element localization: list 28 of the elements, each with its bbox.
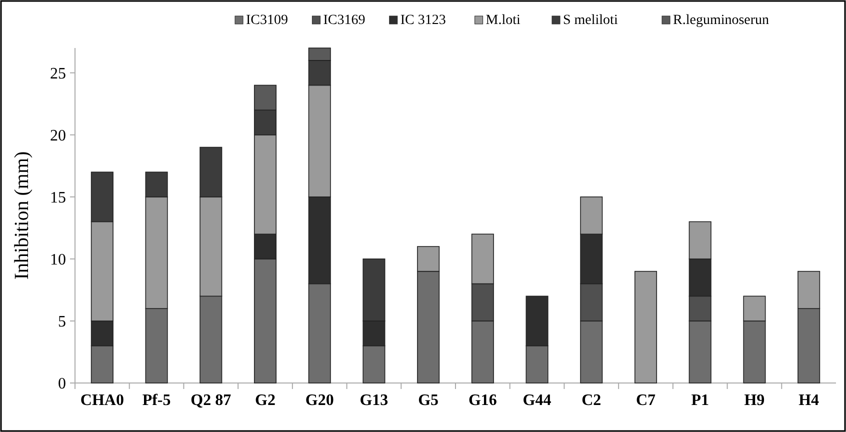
x-tick-label: H4 [798,392,820,409]
x-tick-label: C2 [582,392,602,409]
x-tick-label: G2 [255,392,276,409]
x-tick-label: Pf-5 [142,392,171,409]
x-tick-label: G5 [418,392,439,409]
legend-label: M.loti [486,13,521,28]
legend-label: R.leguminoserun [673,13,770,28]
y-tick-label: 25 [50,65,66,82]
x-tick-label: G20 [305,392,334,409]
x-tick-label: CHA0 [80,392,124,409]
legend-label: IC 3123 [400,13,446,28]
x-tick-label: G44 [522,392,552,409]
y-tick-label: 10 [50,252,66,269]
x-tick-label: C7 [636,392,656,409]
y-tick-label: 20 [50,127,66,144]
y-tick-label: 5 [58,314,66,331]
legend-label: IC3169 [323,13,366,28]
x-tick-label: G13 [360,392,388,409]
y-tick-label: 15 [50,189,66,206]
x-tick-label: P1 [691,392,709,409]
legend-label: IC3109 [246,13,288,28]
legend-label: S meliloti [563,13,618,28]
y-tick-label: 0 [58,376,66,393]
x-tick-label: G16 [468,392,497,409]
x-tick-label: Q2 87 [190,392,232,409]
y-axis-title: Inhibition (mm) [11,151,33,280]
x-tick-label: H9 [744,392,765,409]
bar [634,270,658,384]
